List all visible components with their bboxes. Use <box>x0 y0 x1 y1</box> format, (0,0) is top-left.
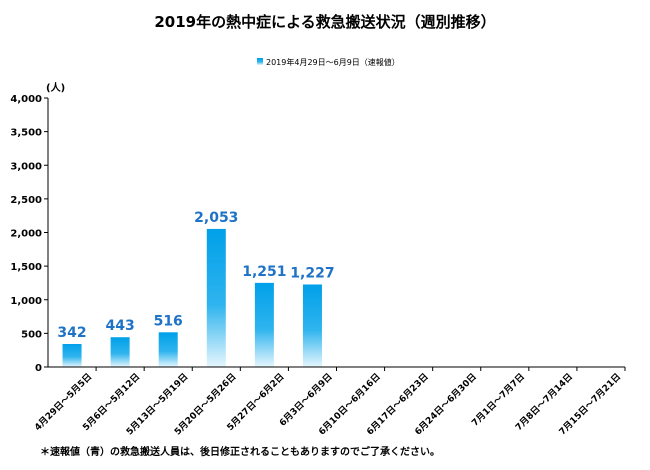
bar <box>302 284 322 367</box>
value-labels: 342 443 516 2,053 1,251 1,227 <box>57 210 334 341</box>
bar-value-label: 1,251 <box>242 264 286 280</box>
x-tick-label: 6月3日～6月9日 <box>277 371 334 428</box>
bar-value-label: 443 <box>106 318 135 334</box>
bar-series <box>62 228 322 367</box>
bar-value-label: 2,053 <box>194 210 238 226</box>
y-tick-label: 3,000 <box>10 161 42 172</box>
bar <box>62 344 82 367</box>
legend-label: 2019年4月29日～6月9日（速報値） <box>266 57 400 67</box>
y-tick-label: 2,000 <box>10 229 42 240</box>
legend-swatch <box>257 58 263 65</box>
y-tick-label: 3,500 <box>10 128 42 139</box>
y-axis-unit-label: (人) <box>46 81 65 94</box>
bar-value-label: 516 <box>154 313 183 329</box>
bar <box>206 228 226 367</box>
bar-value-label: 342 <box>57 325 86 341</box>
chart-title: 2019年の熱中症による救急搬送状況（週別推移） <box>154 13 495 31</box>
y-tick-label: 0 <box>35 363 42 374</box>
bar <box>158 332 178 367</box>
footnote: ＊速報値（青）の救急搬送人員は、後日修正されることもありますのでご了承ください。 <box>40 445 440 458</box>
y-axis-ticks: 0 500 1,000 1,500 2,000 2,500 3,000 3,500 4,000 <box>10 94 48 374</box>
x-axis-tick-labels: 4月29日～5月5日5月6日～5月12日5月13日～5月19日5月20日～5月2… <box>32 367 626 438</box>
y-tick-label: 2,500 <box>10 195 42 206</box>
y-tick-label: 4,000 <box>10 94 42 105</box>
bar <box>110 337 130 367</box>
y-tick-label: 1,500 <box>10 262 42 273</box>
x-tick-label: 7月1日～7月7日 <box>470 371 527 428</box>
bar <box>254 282 274 367</box>
bar-value-label: 1,227 <box>290 265 334 281</box>
y-tick-label: 1,000 <box>10 296 42 307</box>
y-tick-label: 500 <box>21 329 42 340</box>
